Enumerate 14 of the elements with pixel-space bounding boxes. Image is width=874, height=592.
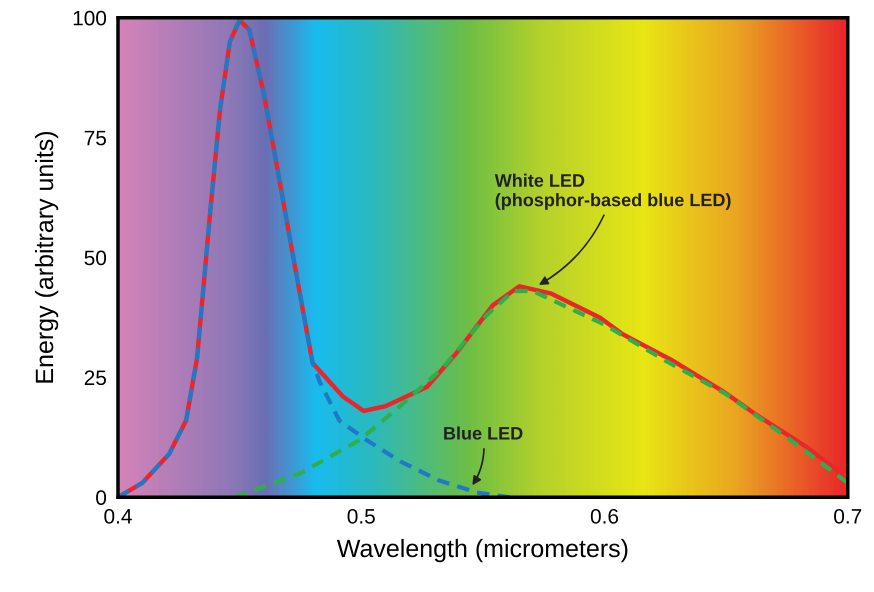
y-tick-label: 100 bbox=[74, 10, 106, 26]
y-tick-label: 75 bbox=[84, 130, 106, 146]
x-tick-label: 0.7 bbox=[834, 508, 862, 524]
annotation: Blue LED bbox=[444, 426, 522, 440]
y-tick-label: 25 bbox=[84, 370, 106, 386]
x-tick-label: 0.6 bbox=[590, 508, 618, 524]
annotation: White LED (phosphor-based blue LED) bbox=[494, 174, 731, 210]
y-tick-label: 50 bbox=[84, 250, 106, 266]
x-tick-label: 0.4 bbox=[104, 508, 132, 524]
x-axis-title: Wavelength (micrometers) bbox=[336, 538, 628, 562]
line-series bbox=[232, 289, 848, 498]
y-tick-label: 0 bbox=[96, 490, 106, 506]
x-tick-label: 0.5 bbox=[348, 508, 375, 524]
y-axis-title: Energy (arbitrary units) bbox=[34, 132, 58, 383]
